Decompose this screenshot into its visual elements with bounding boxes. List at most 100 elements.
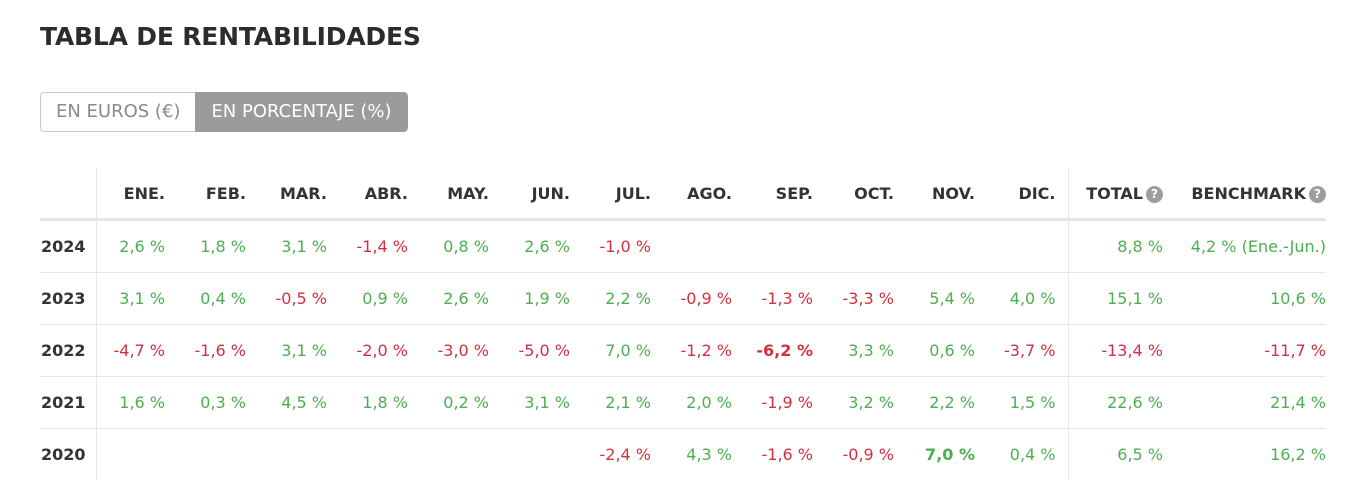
month-value-cell: 7,0 %	[582, 324, 663, 377]
month-value-cell: 0,9 %	[339, 272, 420, 325]
total-cell: 8,8 %	[1068, 219, 1175, 273]
total-header-label: TOTAL	[1086, 183, 1143, 203]
month-value-cell: 3,1 %	[258, 324, 339, 377]
benchmark-cell: 21,4 %	[1175, 376, 1326, 429]
month-header: NOV.	[906, 168, 987, 221]
benchmark-cell: 10,6 %	[1175, 272, 1326, 325]
table-header-row: ENE. FEB. MAR. ABR. MAY. JUN. JUL. AGO. …	[40, 168, 1326, 221]
month-value-cell: -2,4 %	[599, 445, 651, 464]
month-value-cell: 1,8 %	[177, 219, 258, 273]
euros-toggle-button[interactable]: EN EUROS (€)	[40, 92, 196, 132]
month-value-cell: 1,6 %	[96, 376, 177, 429]
table-row: 2021 1,6 % 0,3 % 4,5 % 1,8 % 0,2 % 3,1 % 2,1 % 2…	[40, 376, 1326, 429]
help-icon[interactable]: ?	[1146, 185, 1163, 203]
year-cell: 2024	[40, 219, 97, 273]
total-cell: -13,4 %	[1068, 324, 1175, 377]
table-row: 2020 -2,4 % 4,3 % -1,6 % -0,9 % 7,0 % 0,4 % 6,5…	[40, 428, 1326, 481]
month-value-cell: 2,0 %	[663, 376, 744, 429]
unit-toggle: EN EUROS (€) EN PORCENTAJE (%)	[40, 92, 408, 132]
month-value-cell: -6,2 %	[744, 324, 825, 377]
total-header: TOTAL?	[1068, 168, 1175, 221]
month-value-cell: 1,9 %	[501, 272, 582, 325]
month-value-cell	[987, 219, 1069, 273]
month-value-cell: 4,0 %	[987, 272, 1069, 325]
month-header: DIC.	[987, 168, 1069, 221]
month-value-cell: 4,3 %	[686, 445, 732, 464]
month-value-cell: 1,8 %	[339, 376, 420, 429]
help-icon[interactable]: ?	[1309, 185, 1326, 203]
month-value-cell: 2,2 %	[582, 272, 663, 325]
month-header: FEB.	[177, 168, 258, 221]
table-row: 2022 -4,7 % -1,6 % 3,1 % -2,0 % -3,0 % -5,0 % 7…	[40, 324, 1326, 377]
benchmark-cell: 4,2 % (Ene.-Jun.)	[1175, 219, 1326, 273]
month-value-cell	[177, 429, 258, 481]
month-header: JUL.	[582, 168, 663, 221]
month-value-cell: 4,5 %	[258, 376, 339, 429]
year-cell: 2022	[40, 324, 97, 377]
returns-table: ENE. FEB. MAR. ABR. MAY. JUN. JUL. AGO. …	[40, 168, 1326, 480]
month-value-cell: 0,3 %	[177, 376, 258, 429]
month-value-cell: -1,4 %	[339, 219, 420, 273]
benchmark-header-label: BENCHMARK	[1191, 183, 1306, 203]
month-header: AGO.	[663, 168, 744, 221]
month-value-cell: 0,6 %	[906, 324, 987, 377]
month-value-cell: 2,6 %	[420, 272, 501, 325]
month-value-cell: -1,6 %	[761, 445, 813, 464]
month-value-cell: 1,5 %	[987, 376, 1069, 429]
month-value-cell: 0,8 %	[420, 219, 501, 273]
month-value-cell: 5,4 %	[906, 272, 987, 325]
month-value-cell: -3,3 %	[825, 272, 906, 325]
month-value-cell: -0,9 %	[663, 272, 744, 325]
month-value-cell	[339, 429, 420, 481]
month-value-cell: 2,2 %	[906, 376, 987, 429]
month-value-cell	[906, 219, 987, 273]
month-header: MAR.	[258, 168, 339, 221]
month-value-cell	[744, 219, 825, 273]
benchmark-cell: 16,2 %	[1270, 445, 1326, 464]
year-cell: 2021	[40, 376, 97, 429]
total-cell: 22,6 %	[1068, 376, 1175, 429]
month-value-cell: 2,6 %	[501, 219, 582, 273]
total-cell: 15,1 %	[1068, 272, 1175, 325]
month-header: ABR.	[339, 168, 420, 221]
month-value-cell: 3,2 %	[825, 376, 906, 429]
year-cell: 2020	[40, 428, 97, 480]
month-header: JUN.	[501, 168, 582, 221]
month-value-cell: 2,1 %	[582, 376, 663, 429]
month-value-cell: -5,0 %	[501, 324, 582, 377]
percent-toggle-button[interactable]: EN PORCENTAJE (%)	[195, 92, 408, 132]
month-value-cell: -0,5 %	[258, 272, 339, 325]
month-value-cell: -3,7 %	[987, 324, 1069, 377]
month-value-cell: -1,2 %	[663, 324, 744, 377]
month-header: OCT.	[825, 168, 906, 221]
month-value-cell: 0,4 %	[177, 272, 258, 325]
month-header: SEP.	[744, 168, 825, 221]
month-value-cell: 3,1 %	[96, 272, 177, 325]
table-body: 2024 2,6 % 1,8 % 3,1 % -1,4 % 0,8 % 2,6 % -1,0 …	[40, 219, 1326, 481]
month-value-cell: 3,1 %	[258, 219, 339, 273]
month-value-cell: -3,0 %	[420, 324, 501, 377]
benchmark-header: BENCHMARK?	[1175, 168, 1326, 221]
month-value-cell	[825, 219, 906, 273]
table-row: 2024 2,6 % 1,8 % 3,1 % -1,4 % 0,8 % 2,6 % -1,0 …	[40, 219, 1326, 273]
month-header: ENE.	[96, 168, 177, 221]
page-title: TABLA DE RENTABILIDADES	[40, 22, 421, 51]
month-value-cell	[501, 429, 582, 481]
month-value-cell: 3,3 %	[825, 324, 906, 377]
month-value-cell	[663, 219, 744, 273]
month-value-cell: -1,9 %	[744, 376, 825, 429]
month-value-cell: -1,0 %	[582, 219, 663, 273]
month-value-cell	[96, 429, 177, 481]
month-value-cell: -0,9 %	[842, 445, 894, 464]
month-value-cell: 2,6 %	[96, 219, 177, 273]
month-value-cell	[420, 429, 501, 481]
month-header: MAY.	[420, 168, 501, 221]
month-value-cell: 3,1 %	[501, 376, 582, 429]
month-value-cell: 0,4 %	[987, 428, 1069, 480]
month-value-cell	[258, 429, 339, 481]
month-value-cell: -2,0 %	[339, 324, 420, 377]
month-value-cell: -1,6 %	[177, 324, 258, 377]
month-value-cell: -1,3 %	[744, 272, 825, 325]
month-value-cell: 0,2 %	[420, 376, 501, 429]
